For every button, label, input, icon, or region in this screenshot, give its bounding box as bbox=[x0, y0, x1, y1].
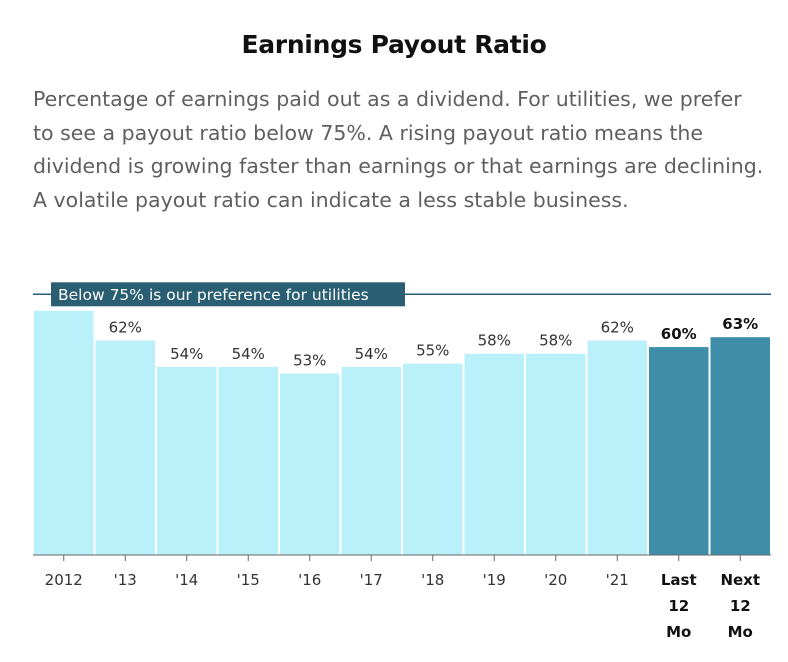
bar-9 bbox=[526, 353, 586, 555]
bar-value-label: 54% bbox=[355, 345, 388, 363]
x-tick-label: '18 bbox=[421, 571, 444, 589]
bar-8 bbox=[464, 353, 524, 555]
bar-value-label: 58% bbox=[539, 332, 572, 350]
bar-10 bbox=[587, 340, 647, 555]
bar-value-label: 54% bbox=[232, 345, 265, 363]
x-tick-label: '14 bbox=[175, 571, 198, 589]
bar-1 bbox=[34, 310, 94, 555]
reference-label: Below 75% is our preference for utilitie… bbox=[58, 286, 369, 304]
x-tick-label: '16 bbox=[298, 571, 321, 589]
x-tick-label: '20 bbox=[544, 571, 567, 589]
x-tick-label: Last 12 Mo bbox=[661, 571, 697, 641]
bar-3 bbox=[157, 366, 217, 555]
bar-value-label: 62% bbox=[601, 319, 634, 337]
bar-value-label: 63% bbox=[722, 315, 758, 333]
bar-value-label: 60% bbox=[661, 325, 697, 343]
bar-2 bbox=[95, 340, 155, 555]
bar-value-label: 53% bbox=[293, 352, 326, 370]
bar-11 bbox=[649, 347, 709, 555]
x-tick-label: '19 bbox=[483, 571, 506, 589]
bar-7 bbox=[403, 363, 463, 555]
x-tick-label: '17 bbox=[360, 571, 383, 589]
chart-title: Earnings Payout Ratio bbox=[241, 30, 547, 59]
bar-12 bbox=[710, 337, 770, 555]
bar-4 bbox=[218, 366, 278, 555]
bar-5 bbox=[280, 373, 340, 555]
x-tick-label: 2012 bbox=[45, 571, 83, 589]
x-tick-label: '15 bbox=[237, 571, 260, 589]
x-tick-label: '21 bbox=[606, 571, 629, 589]
bar-value-label: 62% bbox=[109, 319, 142, 337]
bar-value-label: 55% bbox=[416, 342, 449, 360]
bar-value-label: 58% bbox=[478, 332, 511, 350]
reference-label-box bbox=[51, 282, 405, 307]
x-tick-label: Next 12 Mo bbox=[720, 571, 760, 641]
x-tick-label: '13 bbox=[114, 571, 137, 589]
bar-value-label: 54% bbox=[170, 345, 203, 363]
bar-6 bbox=[341, 366, 401, 555]
chart-subtitle: Percentage of earnings paid out as a div… bbox=[33, 87, 764, 212]
